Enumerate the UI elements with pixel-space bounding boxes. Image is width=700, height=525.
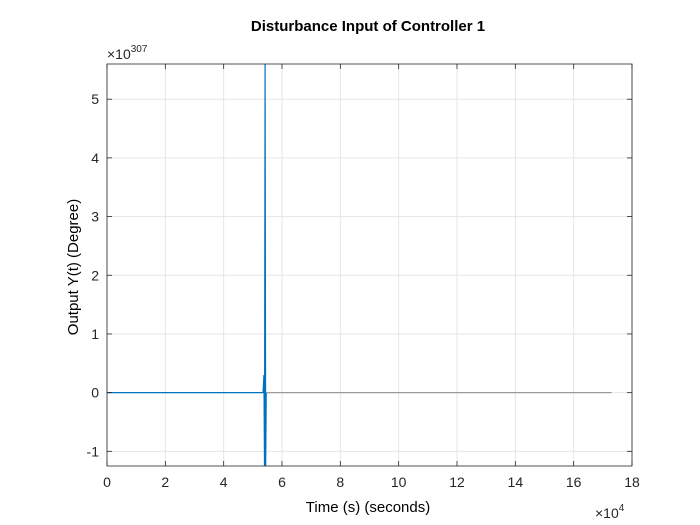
y-axis-label: Output Y(t) (Degree) [65,199,82,335]
x-exponent-base: ×10 [595,505,619,521]
y-exponent-power: 307 [131,44,148,55]
chart-title: Disturbance Input of Controller 1 [251,18,485,35]
x-tick-label: 12 [449,474,465,490]
x-tick-label: 4 [220,474,228,490]
x-tick-label: 10 [391,474,407,490]
y-tick-label: 4 [91,150,99,166]
x-tick-label: 0 [103,474,111,490]
y-tick-label: 2 [91,267,99,283]
series-line-1 [107,63,267,467]
x-tick-label: 2 [161,474,169,490]
x-tick-label: 6 [278,474,286,490]
x-exponent-label: ×104 [595,503,625,521]
y-tick-label: 1 [91,326,99,342]
x-exponent-power: 4 [619,503,625,514]
y-exponent-base: ×10 [107,46,131,62]
y-exponent-label: ×10307 [107,44,148,62]
axes-box [106,63,633,467]
y-tick-label: 5 [91,91,99,107]
y-tick-label: 0 [91,385,99,401]
x-tick-label: 18 [624,474,640,490]
y-tick-label: -1 [87,443,100,459]
x-tick-label: 14 [508,474,524,490]
plot-background [107,64,632,466]
x-tick-label: 16 [566,474,582,490]
x-tick-label: 8 [336,474,344,490]
y-tick-label: 3 [91,209,99,225]
x-axis-label: Time (s) (seconds) [306,499,430,516]
